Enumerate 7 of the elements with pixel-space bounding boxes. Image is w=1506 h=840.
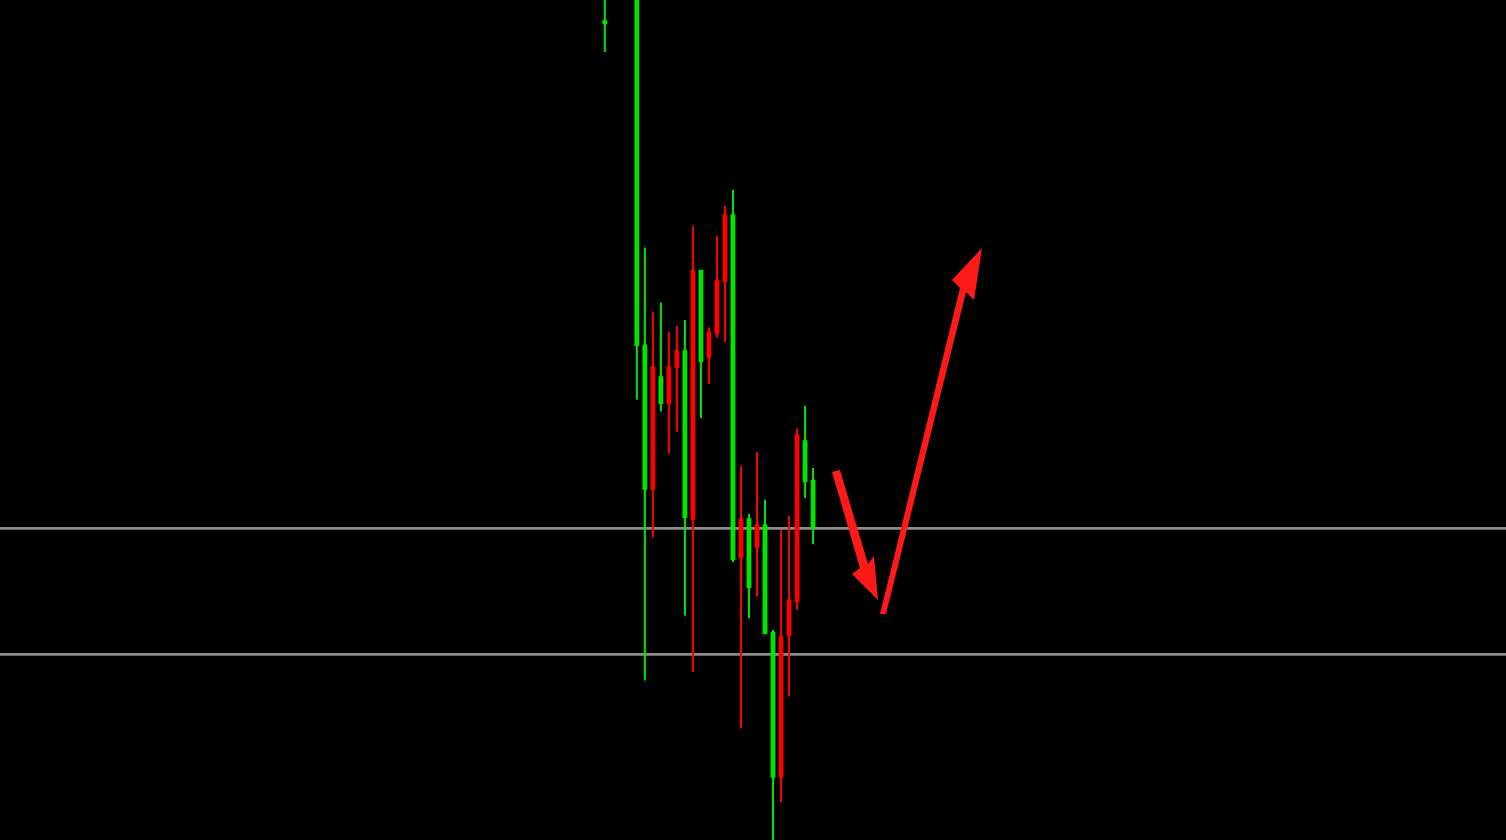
candlestick [738,466,744,729]
candlestick [754,451,760,597]
candlestick [658,302,664,412]
candlestick [666,331,672,454]
candlestick [602,0,608,53]
candlestick [786,515,792,697]
candlestick [650,311,656,538]
